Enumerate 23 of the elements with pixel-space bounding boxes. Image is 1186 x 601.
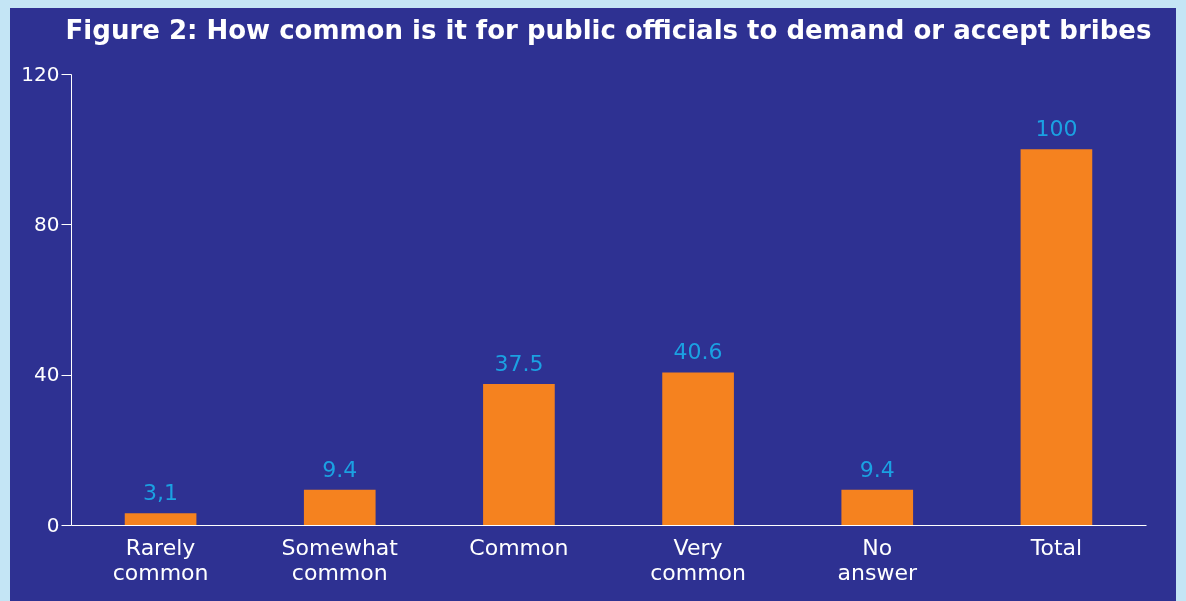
x-tick-label: Rarely common <box>112 534 209 585</box>
x-tick-label: Somewhat common <box>281 534 399 585</box>
data-label: 100 <box>1035 116 1078 142</box>
data-label: 3,1 <box>143 480 179 506</box>
y-tick-label: 0 <box>46 512 60 537</box>
bar <box>1020 149 1093 525</box>
bar <box>841 489 914 525</box>
bar <box>662 372 734 525</box>
data-label: 9.4 <box>859 456 895 482</box>
data-label: 40.6 <box>673 339 723 365</box>
bar <box>124 513 197 525</box>
y-tick-label: 40 <box>34 362 60 387</box>
data-label: 37.5 <box>494 351 544 377</box>
bar <box>483 384 555 525</box>
x-tick-label: No answer <box>837 534 918 585</box>
x-tick-label: Total <box>1029 534 1083 560</box>
x-tick-label: Very common <box>650 534 746 585</box>
chart-title: Figure 2: How common is it for public officials to demand or accept bribes <box>65 15 1152 45</box>
y-tick-label: 120 <box>21 61 60 86</box>
data-label: 9.4 <box>322 456 358 482</box>
x-tick-label: Common <box>469 534 569 560</box>
y-tick-label: 80 <box>34 211 60 236</box>
bar <box>303 489 376 525</box>
